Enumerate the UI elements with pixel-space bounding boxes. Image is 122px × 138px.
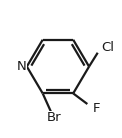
Text: F: F bbox=[93, 102, 100, 115]
Text: Cl: Cl bbox=[101, 41, 114, 54]
Text: Br: Br bbox=[46, 111, 61, 124]
Text: N: N bbox=[17, 60, 27, 73]
